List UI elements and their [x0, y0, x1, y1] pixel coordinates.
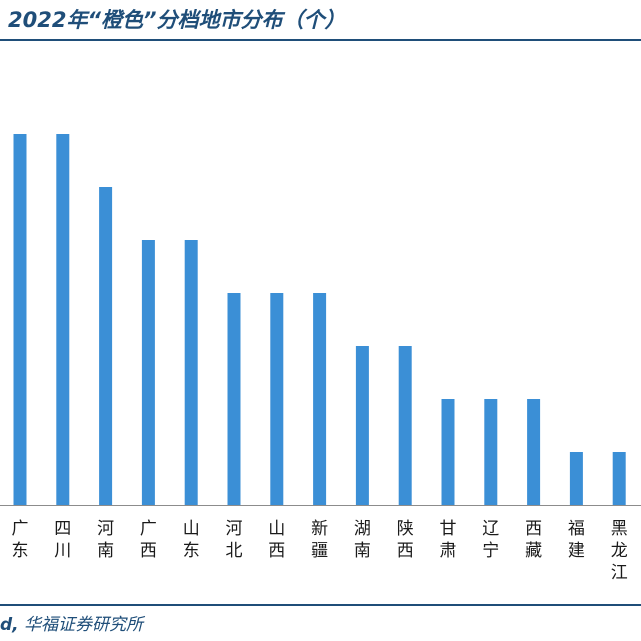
- bar-7: [313, 293, 327, 505]
- x-tick-label-6: 山西: [268, 519, 285, 561]
- chart-title: 2022年“橙色”分档地市分布（个）: [8, 8, 346, 32]
- x-tick-label-4: 山东: [183, 519, 200, 561]
- x-tick-label-2: 河南: [97, 519, 114, 561]
- bar-11: [484, 399, 498, 505]
- x-tick-label-8: 湖南: [354, 519, 371, 561]
- bar-6: [270, 293, 284, 505]
- x-tick-label-1: 四川: [54, 519, 71, 561]
- x-tick-label-5: 河北: [226, 519, 243, 561]
- x-tick-label-7: 新疆: [311, 519, 328, 561]
- bar-13: [569, 452, 583, 505]
- x-tick-label-3: 广西: [140, 519, 157, 561]
- bar-8: [355, 346, 369, 505]
- title-divider: [0, 39, 641, 41]
- footer-divider: [0, 604, 641, 606]
- bar-9: [398, 346, 412, 505]
- x-tick-label-14: 黑龙江: [611, 519, 628, 583]
- bar-10: [441, 399, 455, 505]
- bar-14: [612, 452, 626, 505]
- bar-5: [227, 293, 241, 505]
- x-tick-label-9: 陕西: [397, 519, 414, 561]
- bar-0: [13, 134, 27, 505]
- x-tick-label-10: 甘肃: [440, 519, 457, 561]
- bar-4: [184, 240, 198, 505]
- bar-1: [56, 134, 70, 505]
- x-tick-label-13: 福建: [568, 519, 585, 561]
- bar-3: [141, 240, 155, 505]
- source-text: 华福证券研究所: [24, 615, 144, 635]
- x-tick-label-0: 广东: [12, 519, 29, 561]
- bar-2: [99, 187, 113, 505]
- x-tick-label-12: 西藏: [525, 519, 542, 561]
- bar-12: [527, 399, 541, 505]
- source-note: d, 华福证券研究所: [0, 610, 143, 635]
- x-tick-label-11: 辽宁: [482, 519, 499, 561]
- source-lead: d,: [0, 615, 19, 635]
